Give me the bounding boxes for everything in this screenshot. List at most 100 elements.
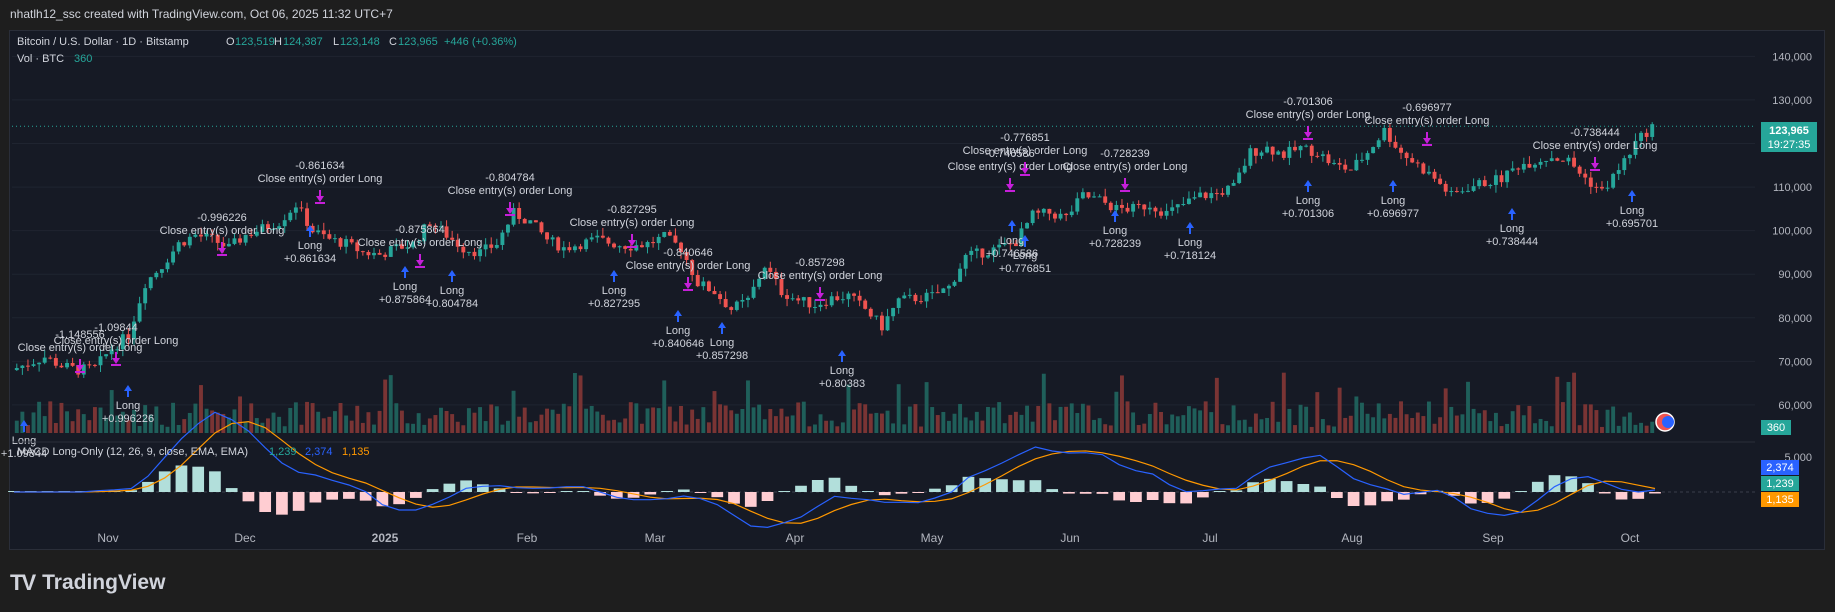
economic-events-icon[interactable] — [1655, 412, 1675, 432]
long-signal[interactable]: Long+0.746586 — [986, 220, 1038, 260]
tradingview-footer[interactable]: TV TradingView — [10, 570, 165, 596]
long-label: Long — [1500, 223, 1524, 235]
long-value: +0.696977 — [1367, 208, 1419, 220]
macd-legend-label[interactable]: MACD Long-Only (12, 26, 9, close, EMA, E… — [17, 446, 248, 458]
long-value: +1.09844 — [1, 448, 47, 460]
volume-bar — [762, 419, 767, 433]
last-price-badge — [1761, 122, 1817, 152]
volume-bar — [176, 424, 181, 433]
volume-bar — [76, 409, 81, 433]
close-signal[interactable]: Close entry(s) order Long-0.857298 — [758, 257, 883, 301]
volume-bar — [813, 424, 817, 433]
close-signal[interactable]: Close entry(s) order Long-0.875864 — [358, 224, 483, 268]
candle-body — [489, 244, 494, 248]
macd-histogram-bar — [1565, 476, 1578, 492]
long-label: Long — [666, 325, 690, 337]
macd-histogram-bar — [1481, 492, 1494, 503]
time-tick-label: Aug — [1341, 531, 1362, 545]
candle-body — [450, 237, 455, 240]
candle-body — [31, 364, 36, 366]
volume-bar — [293, 402, 298, 433]
candle-body — [879, 315, 884, 331]
long-value: +0.861634 — [284, 253, 336, 265]
candle-body — [1354, 159, 1359, 171]
close-signal[interactable]: Close entry(s) order Long-0.746586 — [948, 148, 1073, 192]
long-signal[interactable]: Long+0.996226 — [102, 385, 154, 425]
candle-body — [1304, 145, 1309, 147]
long-value: +0.840646 — [652, 338, 704, 350]
long-signal[interactable]: Long+0.718124 — [1164, 222, 1216, 262]
close-signal[interactable]: Close entry(s) order Long-0.840646 — [626, 247, 751, 291]
close-signal[interactable]: Close entry(s) order Long-0.861634 — [258, 160, 383, 204]
candle-body — [26, 365, 30, 367]
volume-bar — [1332, 426, 1337, 433]
candle-body — [1214, 193, 1219, 195]
long-signal[interactable]: Long+0.701306 — [1282, 180, 1334, 220]
volume-bar — [1622, 416, 1627, 433]
close-signal[interactable]: Close entry(s) order Long-0.804784 — [448, 172, 573, 216]
candle-body — [321, 230, 326, 235]
long-signal[interactable]: Long+1.09844 — [1, 420, 47, 460]
macd-histogram-bar — [945, 485, 958, 492]
volume-bar — [879, 413, 884, 433]
volume-bar — [1019, 414, 1024, 433]
long-signal[interactable]: Long+0.738444 — [1486, 208, 1538, 248]
volume-bar — [1466, 381, 1470, 433]
candle-body — [824, 304, 829, 306]
long-signal[interactable]: Long+0.696977 — [1367, 180, 1419, 220]
long-signal[interactable]: Long+0.804784 — [426, 270, 478, 310]
volume-bar — [695, 418, 700, 433]
close-label: Close entry(s) order Long — [626, 260, 751, 272]
macd-histogram-bar — [376, 492, 389, 507]
macd-histogram-bar — [1615, 492, 1628, 500]
volume-bar — [1449, 406, 1454, 433]
long-value: +0.996226 — [102, 413, 154, 425]
close-arrow-icon — [316, 190, 324, 202]
volume-bar — [729, 410, 734, 433]
volume-bar — [578, 375, 583, 433]
volume-bar — [768, 409, 773, 433]
volume-bar — [796, 402, 801, 433]
candle-body — [1337, 162, 1342, 165]
volume-bar — [667, 406, 672, 433]
close-signal[interactable]: Close entry(s) order Long-1.148556 — [18, 329, 143, 373]
long-signal[interactable]: Long+0.776851 — [999, 235, 1051, 275]
macd-histogram-bar — [1598, 492, 1611, 494]
long-signal[interactable]: Long+0.857298 — [696, 322, 748, 362]
volume-bar — [494, 406, 499, 433]
close-signal[interactable]: Close entry(s) order Long-0.996226 — [160, 212, 285, 256]
long-signal[interactable]: Long+0.875864 — [379, 266, 431, 306]
candle-body — [1002, 243, 1007, 245]
long-signal[interactable]: Long+0.827295 — [588, 270, 640, 310]
candle-body — [20, 365, 25, 368]
macd-histogram-bar — [610, 492, 623, 499]
candle-body — [561, 247, 566, 251]
volume-bar — [651, 407, 656, 433]
macd-legend-value-3: 1,135 — [342, 446, 370, 458]
close-value: -0.738444 — [1570, 127, 1620, 139]
long-signal[interactable]: Long+0.695701 — [1606, 190, 1658, 230]
long-signal[interactable]: Long+0.80383 — [819, 350, 865, 390]
close-signal[interactable]: Close entry(s) order Long-0.738444 — [1533, 127, 1658, 171]
volume-legend-label[interactable]: Vol · BTC — [17, 53, 64, 65]
close-signal[interactable]: Close entry(s) order Long-1.09844 — [54, 322, 179, 366]
volume-bar — [1627, 412, 1632, 433]
legend-symbol[interactable]: Bitcoin / U.S. Dollar · 1D · Bitstamp — [17, 36, 189, 48]
candle-body — [165, 262, 170, 270]
close-signal[interactable]: Close entry(s) order Long-0.696977 — [1365, 102, 1490, 146]
candle-body — [338, 238, 343, 247]
macd-histogram-bar — [1113, 492, 1126, 501]
candle-body — [1209, 193, 1214, 199]
candle-body — [567, 247, 572, 251]
close-signal[interactable]: Close entry(s) order Long-0.776851 — [963, 132, 1088, 176]
close-signal[interactable]: Close entry(s) order Long-0.701306 — [1246, 96, 1371, 140]
macd-histogram-bar — [1096, 492, 1109, 494]
long-signal[interactable]: Long+0.728239 — [1089, 210, 1141, 250]
long-signal[interactable]: Long+0.861634 — [284, 225, 336, 265]
chart-frame[interactable] — [9, 30, 1825, 550]
close-signal[interactable]: Close entry(s) order Long-0.827295 — [570, 204, 695, 248]
long-signal[interactable]: Long+0.840646 — [652, 310, 704, 350]
close-signal[interactable]: Close entry(s) order Long-0.728239 — [1063, 148, 1188, 192]
candle-body — [1281, 151, 1286, 158]
